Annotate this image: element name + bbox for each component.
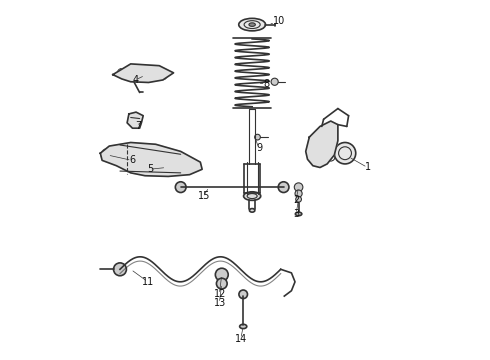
Circle shape: [104, 152, 111, 158]
Text: 3: 3: [294, 209, 300, 219]
Ellipse shape: [249, 23, 255, 26]
Text: 15: 15: [198, 191, 210, 201]
Circle shape: [294, 183, 303, 192]
Circle shape: [217, 278, 227, 289]
Polygon shape: [127, 112, 143, 128]
Polygon shape: [306, 121, 338, 167]
Circle shape: [324, 131, 337, 144]
Polygon shape: [113, 64, 173, 82]
Text: 12: 12: [214, 289, 226, 299]
Text: 4: 4: [133, 75, 139, 85]
Polygon shape: [100, 143, 202, 176]
Ellipse shape: [249, 208, 255, 212]
Text: 11: 11: [143, 277, 155, 287]
Circle shape: [175, 182, 186, 193]
Circle shape: [296, 197, 301, 202]
Circle shape: [295, 190, 302, 197]
Text: 2: 2: [294, 195, 300, 204]
Text: 7: 7: [135, 121, 141, 131]
Ellipse shape: [244, 192, 261, 201]
Text: 1: 1: [365, 162, 371, 172]
Ellipse shape: [239, 18, 266, 31]
Text: 14: 14: [235, 334, 247, 344]
Circle shape: [239, 290, 247, 298]
Text: 6: 6: [129, 156, 136, 165]
Text: 8: 8: [263, 78, 270, 89]
Circle shape: [334, 143, 356, 164]
Circle shape: [215, 268, 228, 281]
Ellipse shape: [240, 324, 247, 329]
Circle shape: [114, 263, 126, 276]
Circle shape: [255, 134, 260, 140]
Text: 13: 13: [214, 298, 226, 308]
Ellipse shape: [295, 212, 302, 216]
Text: 10: 10: [273, 16, 285, 26]
Circle shape: [271, 78, 278, 85]
Text: 5: 5: [147, 164, 153, 174]
Circle shape: [278, 182, 289, 193]
Text: 9: 9: [256, 143, 262, 153]
Circle shape: [173, 165, 178, 170]
